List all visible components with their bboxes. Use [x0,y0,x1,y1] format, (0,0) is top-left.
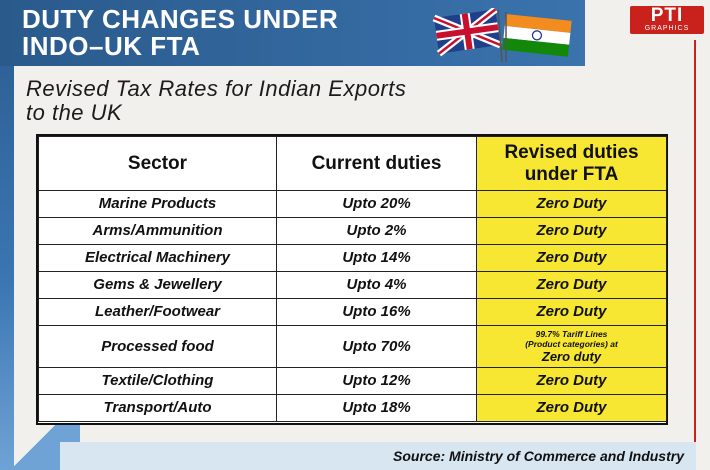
subtitle: Revised Tax Rates for Indian Exports to … [26,77,626,125]
header-current-duties: Current duties [276,136,477,191]
header-sector: Sector [38,136,277,191]
revised-note-line-1: 99.7% Tariff Lines [535,329,608,339]
uk-india-flags-icon [432,8,572,63]
current-duty-cell: Upto 14% [276,244,477,272]
source-text: Source: Ministry of Commerce and Industr… [393,448,684,464]
table-row: Arms/Ammunition Upto 2% Zero Duty [38,217,667,245]
revised-duty-value: Zero duty [541,349,602,364]
revised-duty-cell: Zero Duty [476,217,667,245]
revised-duty-cell: Zero Duty [476,367,667,395]
current-duty-cell: Upto 12% [276,367,477,395]
header-revised-line-2: under FTA [524,163,619,185]
sector-cell: Leather/Footwear [38,298,277,326]
right-accent-line [694,40,696,458]
india-flag-icon [502,14,572,57]
title-line-2: INDO–UK FTA [22,31,201,61]
sector-cell: Textile/Clothing [38,367,277,395]
logo-text: PTI [650,5,684,26]
header-revised-line-1: Revised duties [504,141,639,163]
subtitle-line-2: to the UK [26,100,123,125]
pti-graphics-logo: PTI GRAPHICS [630,6,704,34]
title-line-1: DUTY CHANGES UNDER [22,4,339,34]
current-duty-cell: Upto 2% [276,217,477,245]
table-header-row: Sector Current duties Revised duties und… [38,136,667,191]
revised-duty-cell: Zero Duty [476,394,667,422]
revised-duty-cell: Zero Duty [476,190,667,218]
table-row: Processed food Upto 70% 99.7% Tariff Lin… [38,325,667,368]
current-duty-cell: Upto 16% [276,298,477,326]
table-row: Marine Products Upto 20% Zero Duty [38,190,667,218]
duty-table: Sector Current duties Revised duties und… [38,136,667,422]
table-row: Gems & Jewellery Upto 4% Zero Duty [38,271,667,299]
table-row: Leather/Footwear Upto 16% Zero Duty [38,298,667,326]
revised-duty-cell: Zero Duty [476,271,667,299]
sector-cell: Processed food [38,325,277,368]
sector-cell: Gems & Jewellery [38,271,277,299]
sector-cell: Transport/Auto [38,394,277,422]
current-duty-cell: Upto 20% [276,190,477,218]
table-row: Transport/Auto Upto 18% Zero Duty [38,394,667,422]
revised-note-line-2: (Product categories) at [525,339,618,349]
logo-subtext: GRAPHICS [644,25,690,32]
current-duty-cell: Upto 4% [276,271,477,299]
source-bar: Source: Ministry of Commerce and Industr… [60,442,696,470]
revised-duty-cell: 99.7% Tariff Lines (Product categories) … [476,325,667,368]
sector-cell: Electrical Machinery [38,244,277,272]
uk-flag-icon [432,8,502,57]
left-decorative-stripe [0,0,14,470]
revised-duty-cell: Zero Duty [476,244,667,272]
sector-cell: Marine Products [38,190,277,218]
current-duty-cell: Upto 18% [276,394,477,422]
page-title: DUTY CHANGES UNDER INDO–UK FTA [22,6,442,60]
duty-table-container: Sector Current duties Revised duties und… [36,134,668,425]
table-row: Textile/Clothing Upto 12% Zero Duty [38,367,667,395]
sector-cell: Arms/Ammunition [38,217,277,245]
revised-duty-cell: Zero Duty [476,298,667,326]
table-row: Electrical Machinery Upto 14% Zero Duty [38,244,667,272]
current-duty-cell: Upto 70% [276,325,477,368]
subtitle-line-1: Revised Tax Rates for Indian Exports [26,76,407,101]
header-revised-duties: Revised duties under FTA [476,136,667,191]
